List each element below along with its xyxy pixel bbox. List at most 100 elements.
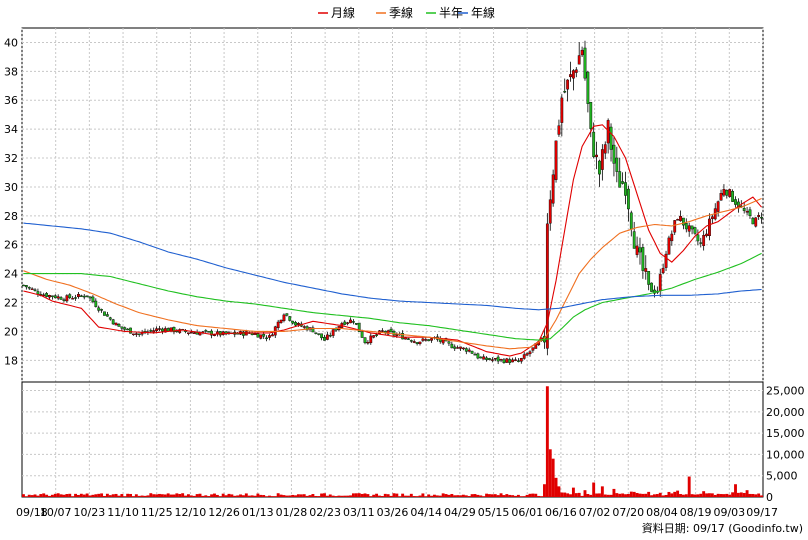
candle-body	[94, 300, 98, 307]
candle-body	[375, 334, 378, 336]
candle-body	[242, 331, 245, 336]
volume-bar	[317, 496, 321, 497]
candle-body	[117, 324, 121, 327]
volume-bar	[163, 494, 167, 497]
volume-bar	[189, 495, 193, 497]
volume-bar	[632, 491, 636, 497]
volume-bar	[383, 493, 387, 497]
candle-body	[192, 332, 196, 334]
candle-body	[554, 140, 558, 180]
volume-bar	[537, 495, 541, 497]
candle-body	[624, 182, 627, 196]
candle-body	[291, 320, 295, 324]
x-tick-label: 11/10	[107, 506, 139, 519]
volume-bar	[285, 495, 289, 497]
volume-bar	[120, 494, 124, 497]
volume-bar	[325, 495, 329, 497]
volume-bar	[294, 495, 297, 497]
volume-bar	[430, 495, 434, 497]
ma-month-line	[23, 124, 763, 357]
volume-bar	[433, 494, 436, 497]
volume-bar	[241, 495, 245, 497]
volume-bar	[690, 494, 694, 497]
volume-bar	[754, 494, 758, 497]
candle-body	[178, 329, 182, 333]
price-tick-label: 36	[4, 94, 18, 107]
volume-bar	[586, 493, 590, 497]
candle-body	[551, 174, 555, 204]
volume-bar	[511, 495, 515, 497]
candle-body	[603, 144, 607, 154]
volume-bar	[56, 493, 60, 497]
volume-bar	[710, 493, 714, 497]
candle-body	[27, 286, 31, 289]
volume-bar	[569, 494, 572, 497]
volume-bar	[152, 494, 156, 497]
volume-bar	[230, 494, 234, 497]
candle-body	[493, 358, 497, 360]
volume-bar	[453, 495, 457, 497]
volume-bar	[334, 496, 338, 497]
volume-bar	[493, 494, 497, 497]
legend-label: 年線	[471, 5, 495, 20]
candle-body	[647, 271, 651, 285]
candle-body	[462, 347, 465, 350]
candle-body	[343, 321, 347, 325]
volume-bar	[473, 494, 477, 497]
candle-body	[328, 334, 332, 337]
candle-body	[207, 331, 211, 333]
moving-average-lines	[23, 124, 763, 357]
candle-body	[467, 349, 471, 352]
x-tick-label: 01/13	[242, 506, 274, 519]
volume-bar	[62, 494, 66, 497]
volume-bar	[36, 495, 40, 497]
volume-bar	[88, 495, 92, 497]
volume-bar	[647, 491, 651, 497]
candle-body	[282, 314, 286, 321]
candle-body	[189, 332, 193, 334]
x-tick-label: 03/11	[343, 506, 375, 519]
candle-body	[441, 339, 445, 344]
candle-body	[490, 359, 494, 361]
volume-bar	[33, 494, 37, 497]
candle-body	[499, 359, 503, 361]
candle-body	[560, 97, 564, 123]
candle-body	[563, 91, 567, 93]
volume-bar	[728, 494, 732, 497]
candle-body	[702, 234, 706, 246]
candle-body	[152, 330, 156, 333]
candle-body	[719, 192, 723, 201]
volume-bar	[140, 495, 144, 497]
candle-body	[363, 337, 367, 343]
x-tick-label: 12/26	[208, 506, 240, 519]
volume-bar	[273, 496, 277, 497]
x-tick-label: 03/26	[377, 506, 409, 519]
volume-bar	[279, 494, 283, 497]
volume-bar	[50, 494, 54, 497]
volume-bar	[215, 494, 219, 497]
volume-bar	[100, 493, 104, 497]
volume-bar	[265, 496, 269, 497]
candle-body	[48, 295, 51, 298]
candle-body	[100, 309, 103, 311]
legend-label: 季線	[389, 5, 413, 20]
volume-bar	[149, 493, 153, 497]
candle-body	[62, 299, 66, 301]
candle-body	[412, 341, 416, 343]
candle-body	[366, 342, 370, 344]
chart-legend: 月線 季線 半年 年線	[318, 5, 495, 20]
candle-body	[424, 339, 428, 341]
candle-body	[427, 339, 431, 342]
candle-body	[33, 289, 37, 291]
volume-bar	[186, 494, 190, 497]
volume-bar	[45, 494, 49, 497]
volume-bar	[204, 495, 208, 497]
candle-body	[120, 326, 124, 329]
volume-bar	[482, 496, 486, 497]
volume-bar	[181, 493, 185, 497]
candle-body	[566, 79, 570, 90]
candle-body	[126, 328, 130, 331]
volume-bar	[543, 484, 546, 497]
volume-bar	[172, 494, 176, 497]
legend-label: 半年	[439, 6, 463, 20]
